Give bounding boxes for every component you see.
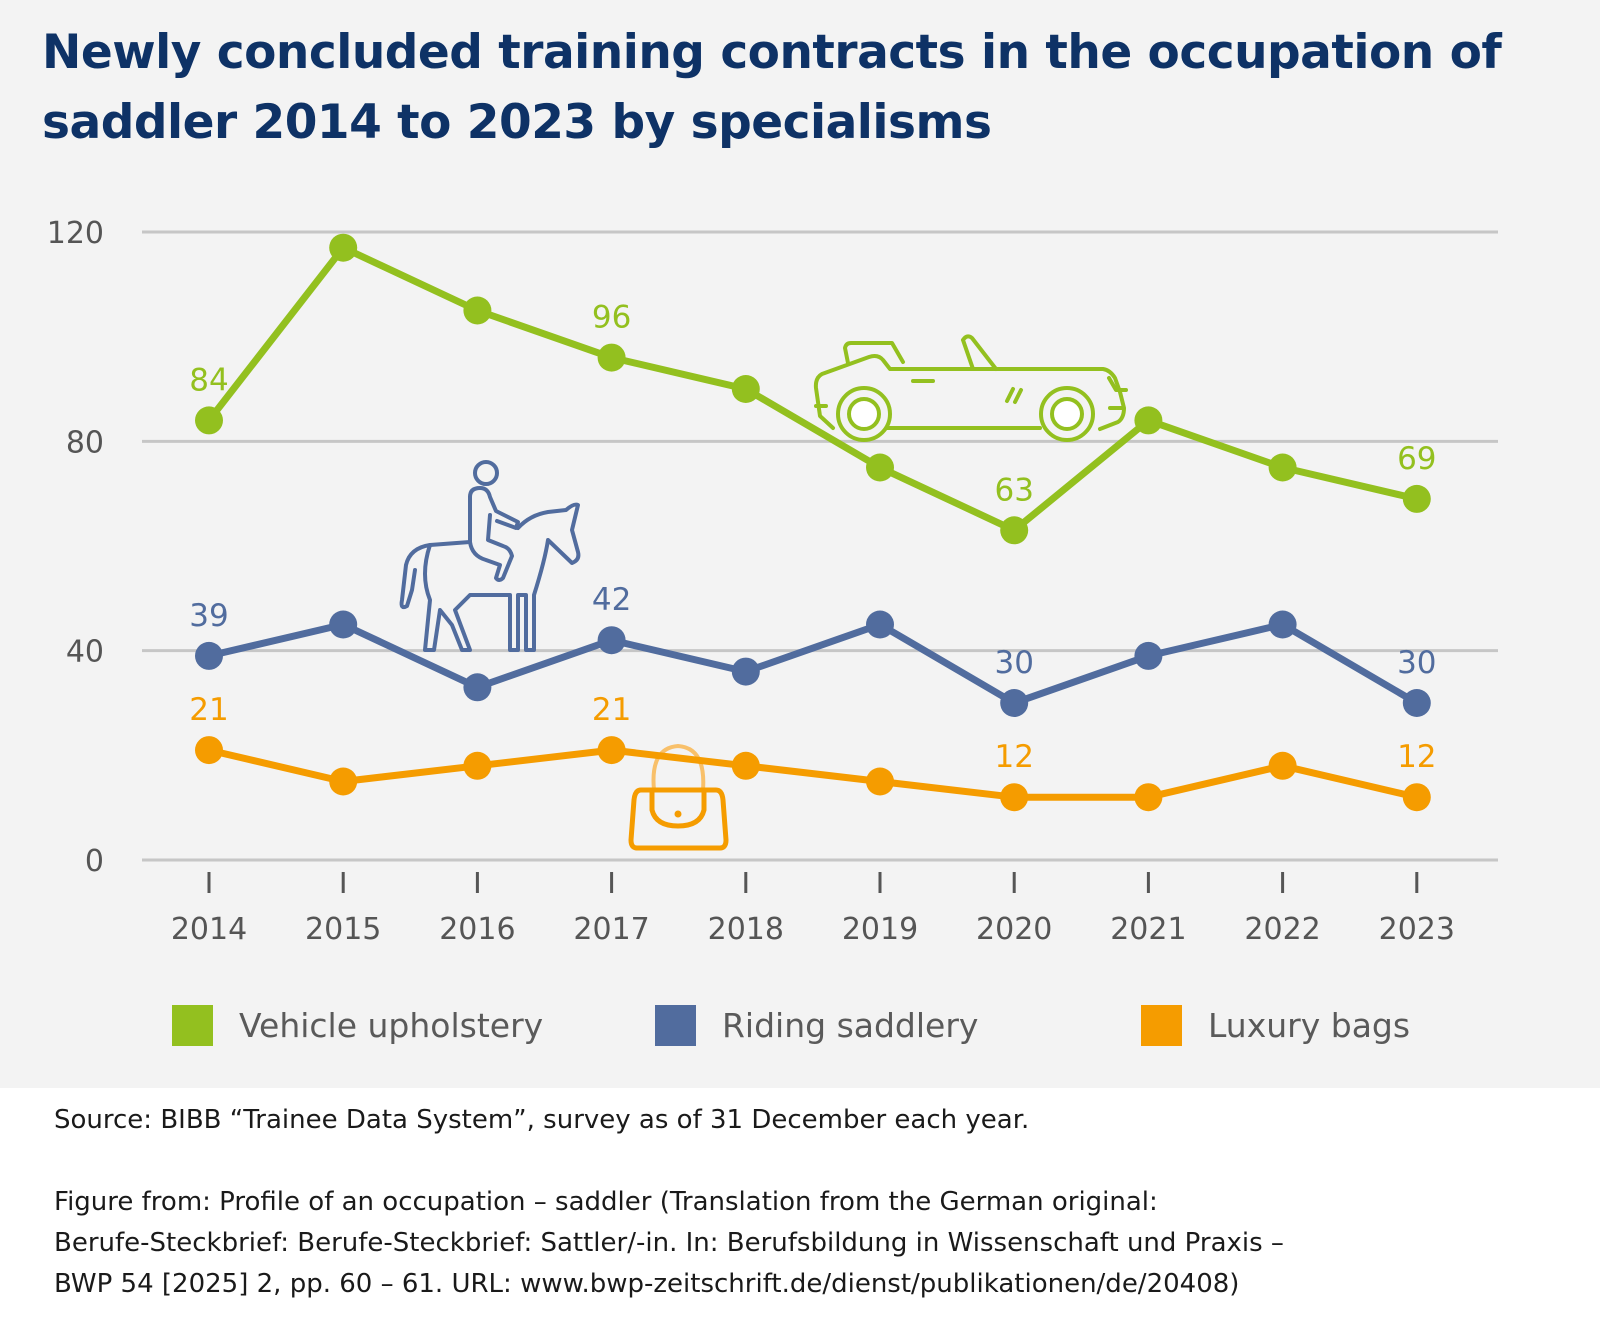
x-tick-label: 2022 [1244, 912, 1320, 947]
legend-swatch [172, 1004, 213, 1046]
data-point [195, 641, 223, 670]
data-point [329, 233, 358, 262]
data-point [329, 610, 358, 639]
y-axis-ticks: 0 40 80 120 [47, 216, 104, 879]
data-point [195, 736, 223, 765]
data-label: 96 [592, 300, 631, 336]
data-point [866, 610, 894, 639]
data-label: 30 [994, 645, 1033, 681]
data-point [1268, 453, 1297, 482]
data-point [597, 343, 626, 372]
data-point [866, 767, 894, 796]
data-label: 21 [189, 692, 228, 728]
chart-footer: Source: BIBB “Trainee Data System”, surv… [54, 1100, 1574, 1305]
data-point [1402, 689, 1431, 717]
data-point [597, 626, 626, 655]
x-tick-label: 2021 [1110, 912, 1186, 947]
data-point [329, 767, 358, 796]
data-labels: 84 96 63 69 39 42 30 30 21 21 12 12 [189, 300, 1436, 776]
data-point [866, 453, 894, 482]
legend-label: Vehicle upholstery [239, 1005, 544, 1045]
data-label: 21 [592, 692, 631, 728]
data-point [731, 375, 760, 403]
data-point [463, 751, 492, 780]
data-point [731, 657, 760, 686]
legend-swatch [655, 1004, 696, 1046]
data-point [1134, 406, 1163, 435]
data-label: 42 [592, 582, 631, 618]
x-tick-label: 2020 [976, 912, 1052, 947]
series-vehicle-upholstery [195, 233, 1431, 545]
legend-item-vehicle-upholstery: Vehicle upholstery [172, 1002, 543, 1048]
series-luxury-bags [195, 736, 1431, 812]
data-label: 12 [994, 739, 1033, 775]
data-point [1402, 783, 1431, 812]
data-point [1000, 689, 1029, 717]
x-tick-label: 2014 [171, 912, 247, 947]
data-point [1268, 751, 1297, 780]
data-point [1000, 783, 1029, 812]
y-tick-label: 80 [66, 425, 104, 460]
gridlines [142, 230, 1498, 862]
legend-swatch [1141, 1004, 1182, 1046]
data-label: 12 [1397, 739, 1436, 775]
y-tick-label: 0 [85, 844, 104, 879]
data-label: 39 [189, 598, 228, 634]
x-tick-label: 2015 [305, 912, 381, 947]
data-point [463, 673, 492, 702]
data-point [195, 406, 223, 435]
x-tick-label: 2016 [439, 912, 515, 947]
data-point [463, 296, 492, 325]
x-axis-ticks: 2014 2015 2016 2017 2018 2019 2020 2021 2022 2023 [171, 872, 1455, 947]
x-tick-label: 2019 [842, 912, 918, 947]
line-chart: 0 40 80 120 2014 2015 2016 2017 2018 2019 2020 202… [47, 216, 1498, 947]
y-tick-label: 40 [66, 635, 104, 670]
legend-item-luxury-bags: Luxury bags [1141, 1002, 1410, 1048]
citation-line: BWP 54 [2025] 2, pp. 60 – 61. URL: www.b… [54, 1269, 1240, 1299]
citation-line: Figure from: Profile of an occupation – … [54, 1187, 1158, 1217]
convertible-car-icon [813, 334, 1128, 442]
series-line [206, 244, 1418, 534]
data-point [597, 736, 626, 765]
horse-rider-icon [399, 460, 581, 652]
data-label: 84 [189, 362, 228, 398]
data-point [1134, 783, 1163, 812]
chart-legend: Vehicle upholstery Riding saddlery Luxur… [0, 1002, 1600, 1048]
x-tick-label: 2018 [708, 912, 784, 947]
y-tick-label: 120 [47, 216, 104, 251]
legend-label: Riding saddlery [722, 1005, 979, 1045]
data-label: 69 [1397, 441, 1436, 477]
series-layer [195, 233, 1431, 812]
chart-panel: Newly concluded training contracts in th… [0, 0, 1600, 1088]
data-point [731, 751, 760, 780]
data-label: 30 [1397, 645, 1436, 681]
citation-line: Berufe-Steckbrief: Berufe-Steckbrief: Sa… [54, 1228, 1284, 1258]
chart-title: Newly concluded training contracts in th… [42, 25, 1502, 150]
x-tick-label: 2017 [573, 912, 649, 947]
x-tick-label: 2023 [1379, 912, 1455, 947]
handbag-icon [628, 744, 729, 851]
data-point [1402, 484, 1431, 513]
series-riding-saddlery [195, 610, 1431, 717]
data-point [1268, 610, 1297, 639]
data-label: 63 [994, 472, 1033, 508]
legend-label: Luxury bags [1208, 1005, 1411, 1045]
series-line [208, 746, 1418, 801]
data-point [1000, 516, 1029, 545]
source-note: Source: BIBB “Trainee Data System”, surv… [54, 1105, 1030, 1135]
legend-item-riding-saddlery: Riding saddlery [655, 1002, 978, 1048]
data-point [1134, 641, 1163, 670]
series-line [208, 621, 1419, 707]
